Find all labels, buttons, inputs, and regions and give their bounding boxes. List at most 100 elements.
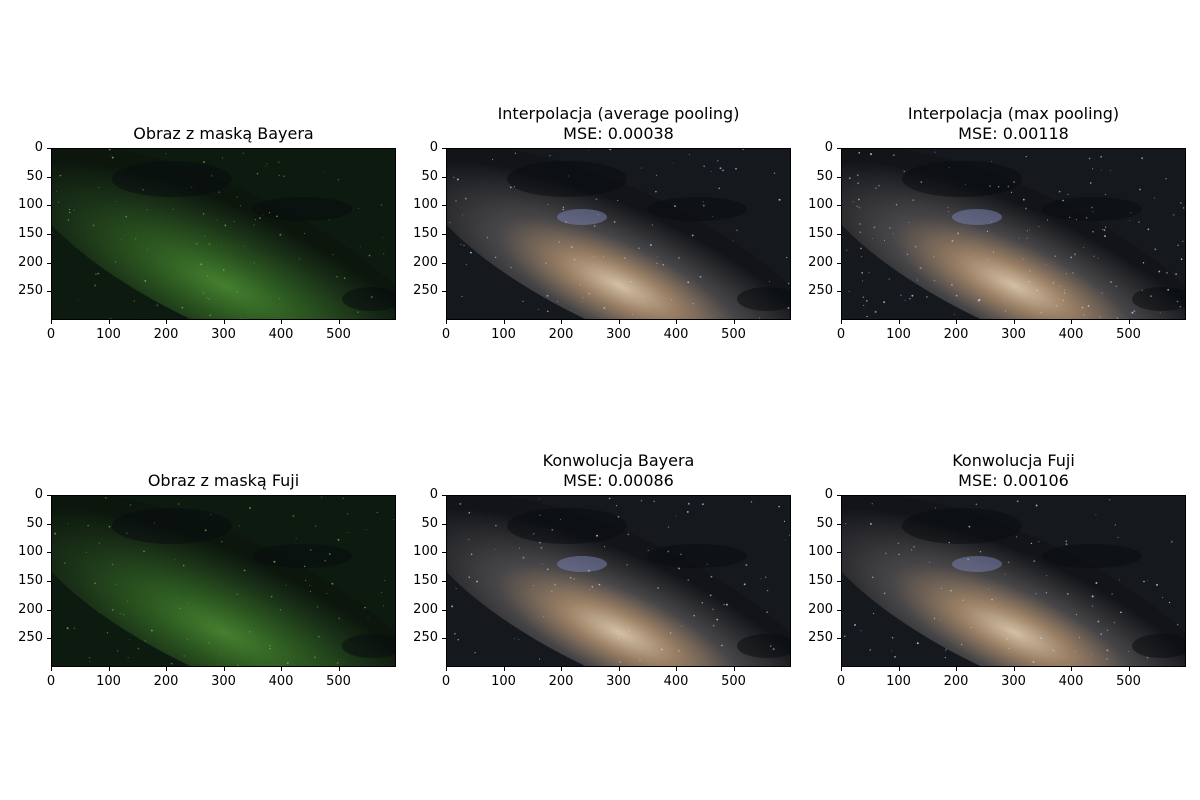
subplot-title: Obraz z maską Fuji <box>147 471 300 490</box>
y-tick-label: 250 <box>18 630 43 646</box>
x-tick-label: 500 <box>721 327 746 342</box>
x-tick-label: 100 <box>96 674 121 689</box>
x-tick-mark <box>166 667 167 671</box>
y-tick-label: 0 <box>429 487 438 502</box>
x-tick-label: 300 <box>211 674 236 689</box>
y-tick-mark <box>837 523 841 525</box>
x-tick-label: 0 <box>836 327 846 342</box>
y-tick-mark <box>837 495 841 496</box>
x-tick-mark <box>676 667 677 671</box>
x-tick-mark <box>503 320 505 324</box>
x-tick-mark <box>841 667 842 671</box>
x-tick-mark <box>1071 320 1072 324</box>
x-tick-mark <box>446 667 447 671</box>
y-tick-label: 100 <box>18 197 43 213</box>
x-tick-label: 200 <box>943 674 969 689</box>
y-tick-mark <box>47 581 51 582</box>
y-tick-label: 50 <box>816 515 833 531</box>
image-plot <box>841 148 1186 320</box>
y-tick-mark <box>837 291 841 293</box>
x-tick-label: 300 <box>606 327 631 342</box>
x-tick-label: 300 <box>1001 674 1026 689</box>
y-tick-label: 150 <box>413 573 438 588</box>
x-tick-label: 500 <box>1116 674 1141 689</box>
x-tick-label: 500 <box>326 674 351 689</box>
x-tick-label: 200 <box>548 327 574 342</box>
x-tick-label: 400 <box>663 674 689 689</box>
x-tick-mark <box>561 320 562 324</box>
y-tick-label: 100 <box>413 197 438 213</box>
y-tick-label: 0 <box>824 487 833 502</box>
y-tick-label: 200 <box>18 601 43 617</box>
x-tick-label: 500 <box>1116 327 1141 342</box>
y-tick-label: 200 <box>808 601 833 617</box>
subplot-title: Konwolucja Bayera <box>542 451 695 470</box>
y-tick-mark <box>47 291 51 293</box>
image-plot <box>51 148 396 320</box>
y-tick-mark <box>837 262 841 264</box>
y-tick-mark <box>837 552 841 554</box>
x-tick-label: 400 <box>1058 327 1084 342</box>
y-tick-mark <box>442 291 446 293</box>
y-tick-mark <box>442 176 446 178</box>
x-tick-mark <box>676 320 677 324</box>
x-tick-mark <box>1128 667 1130 671</box>
image-color <box>447 496 790 666</box>
x-tick-mark <box>223 320 225 324</box>
x-tick-label: 100 <box>491 327 516 342</box>
y-tick-label: 150 <box>18 573 43 588</box>
x-tick-label: 400 <box>663 327 689 342</box>
y-tick-mark <box>47 176 51 178</box>
y-tick-label: 50 <box>421 515 438 531</box>
x-tick-mark <box>166 320 167 324</box>
x-tick-label: 400 <box>268 327 294 342</box>
x-tick-mark <box>223 667 225 671</box>
y-tick-label: 0 <box>34 140 43 155</box>
y-tick-label: 200 <box>18 254 43 270</box>
y-tick-mark <box>47 638 51 640</box>
y-tick-label: 200 <box>413 601 438 617</box>
image-plot <box>841 495 1186 667</box>
subplot-title: Interpolacja (average pooling) <box>497 104 740 123</box>
y-tick-mark <box>837 609 841 611</box>
y-tick-label: 250 <box>18 283 43 299</box>
y-tick-label: 100 <box>808 544 833 560</box>
x-tick-mark <box>733 667 735 671</box>
y-tick-label: 0 <box>34 487 43 502</box>
y-tick-mark <box>442 638 446 640</box>
x-tick-mark <box>338 320 340 324</box>
y-tick-label: 100 <box>413 544 438 560</box>
subplot-title: Konwolucja Fuji <box>952 451 1075 470</box>
y-tick-mark <box>442 581 446 582</box>
y-tick-mark <box>47 495 51 496</box>
y-tick-label: 150 <box>18 226 43 241</box>
x-tick-label: 100 <box>886 327 911 342</box>
x-tick-mark <box>338 667 340 671</box>
y-tick-label: 150 <box>413 226 438 241</box>
y-tick-label: 250 <box>808 630 833 646</box>
x-tick-mark <box>281 667 282 671</box>
y-tick-mark <box>47 609 51 611</box>
y-tick-label: 250 <box>413 630 438 646</box>
y-tick-label: 200 <box>808 254 833 270</box>
x-tick-mark <box>1013 320 1015 324</box>
x-tick-mark <box>618 320 620 324</box>
y-tick-label: 150 <box>808 226 833 241</box>
x-tick-label: 200 <box>153 674 179 689</box>
subplot-subtitle: MSE: 0.00038 <box>563 124 674 143</box>
x-tick-mark <box>898 320 900 324</box>
x-tick-label: 300 <box>606 674 631 689</box>
x-tick-label: 300 <box>211 327 236 342</box>
x-tick-label: 100 <box>886 674 911 689</box>
x-tick-label: 500 <box>721 674 746 689</box>
y-tick-label: 50 <box>816 168 833 184</box>
y-tick-mark <box>47 262 51 264</box>
y-tick-mark <box>442 552 446 554</box>
x-tick-label: 100 <box>491 674 516 689</box>
image-color-noisy <box>842 149 1185 319</box>
y-tick-label: 250 <box>413 283 438 299</box>
image-plot <box>51 495 396 667</box>
y-tick-mark <box>442 234 446 235</box>
x-tick-mark <box>503 667 505 671</box>
image-plot <box>446 495 791 667</box>
